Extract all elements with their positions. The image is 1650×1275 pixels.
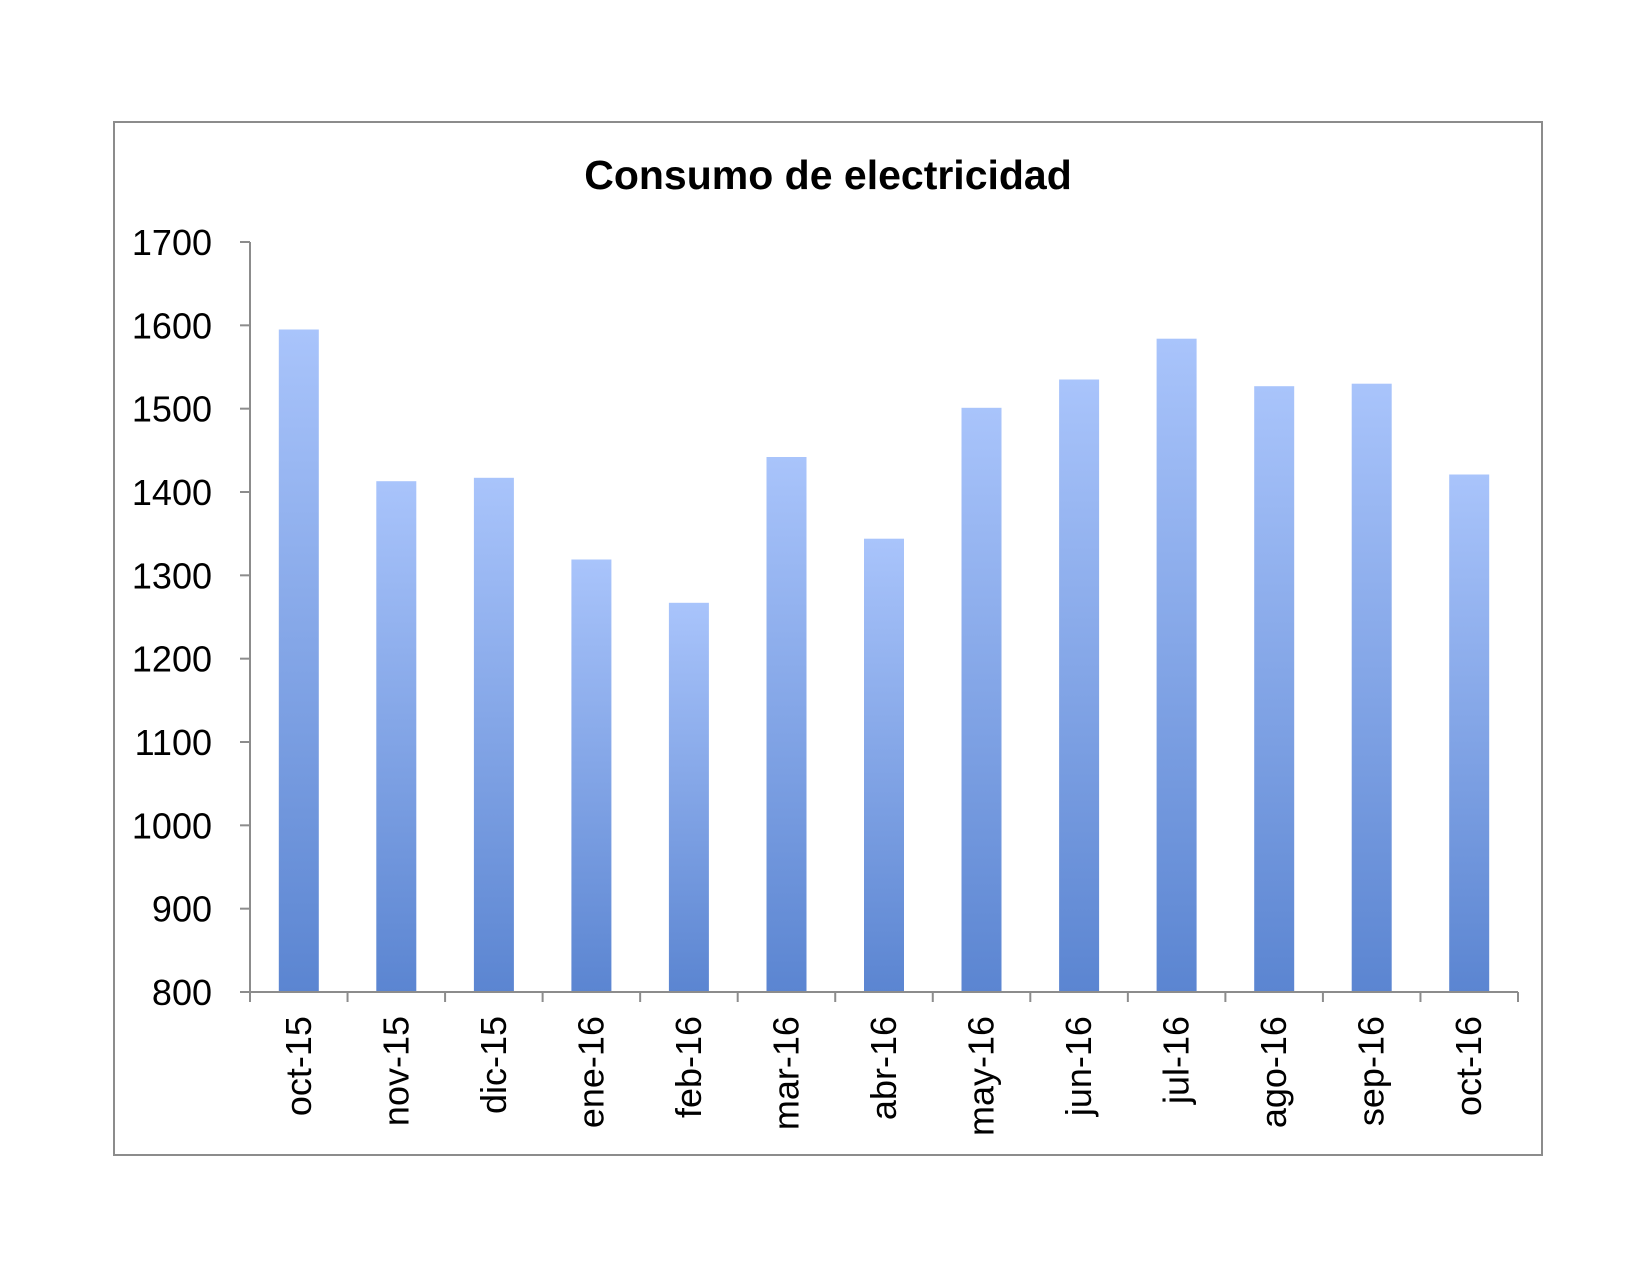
- y-tick-label: 800: [152, 972, 212, 1013]
- x-tick-label: abr-16: [863, 1016, 904, 1120]
- x-tick-label: ene-16: [570, 1016, 611, 1128]
- bar-feb-16: [668, 602, 709, 992]
- chart-frame: [113, 121, 1543, 1156]
- bar-sep-16: [1351, 383, 1392, 992]
- x-tick-label: sep-16: [1351, 1016, 1392, 1126]
- y-tick-label: 1400: [132, 472, 212, 513]
- y-tick-label: 1300: [132, 555, 212, 596]
- y-tick-label: 1100: [135, 722, 212, 763]
- bar-ene-16: [571, 559, 612, 992]
- y-tick-label: 1600: [132, 305, 212, 346]
- y-tick-label: 900: [152, 889, 212, 930]
- x-tick-label: oct-15: [278, 1016, 319, 1116]
- x-tick-label: dic-15: [473, 1016, 514, 1114]
- bars-layer: [278, 329, 1490, 992]
- y-tick-label: 1700: [132, 222, 212, 263]
- bar-ago-16: [1254, 386, 1295, 992]
- chart-title: Consumo de electricidad: [584, 152, 1072, 198]
- bar-may-16: [961, 407, 1002, 992]
- bar-abr-16: [864, 538, 904, 992]
- labels-layer: 800 900 1000 1100 1200 1300 1400 1500 1600 1700 oc…: [132, 222, 1489, 1136]
- x-tick-label: jul-16: [1156, 1016, 1197, 1105]
- bar-jul-16: [1156, 338, 1197, 992]
- bar-oct-16: [1449, 474, 1490, 992]
- bar-jun-16: [1059, 379, 1100, 992]
- y-tick-label: 1200: [132, 639, 212, 680]
- x-tick-label: jun-16: [1058, 1016, 1099, 1117]
- bar-oct-15: [278, 329, 319, 992]
- x-tick-label: oct-16: [1448, 1016, 1489, 1116]
- x-tick-label: nov-15: [375, 1016, 416, 1126]
- bar-mar-16: [766, 457, 807, 992]
- bar-dic-15: [473, 477, 514, 992]
- bar-nov-15: [376, 481, 417, 992]
- axes-layer: [240, 241, 1519, 1002]
- x-tick-label: ago-16: [1253, 1016, 1294, 1128]
- x-tick-label: mar-16: [766, 1016, 807, 1130]
- y-tick-label: 1500: [132, 389, 212, 430]
- y-tick-label: 1000: [132, 805, 212, 846]
- x-tick-label: feb-16: [668, 1016, 709, 1118]
- x-tick-label: may-16: [961, 1016, 1002, 1136]
